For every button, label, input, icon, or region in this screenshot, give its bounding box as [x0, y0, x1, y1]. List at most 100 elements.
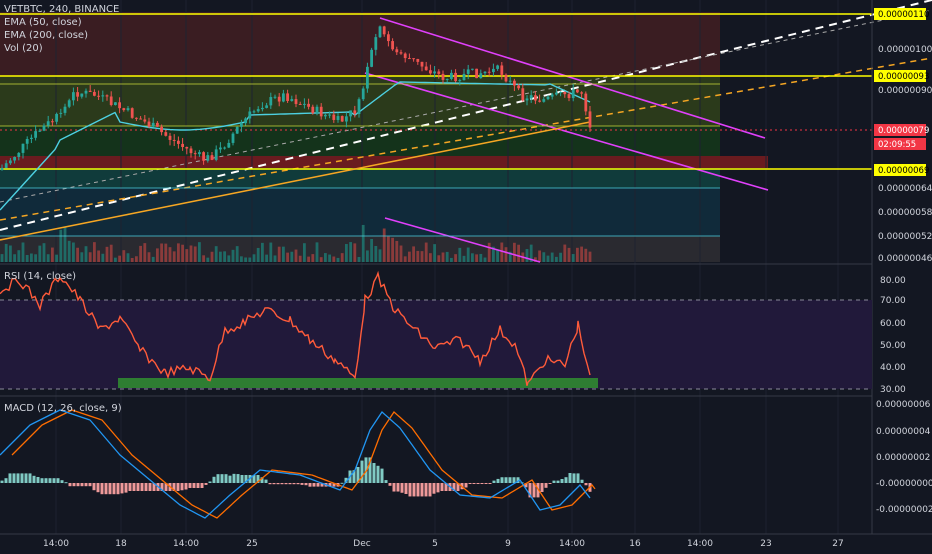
price-tag-label: 0.00000069 — [878, 166, 929, 176]
macd-hist-bar — [20, 473, 24, 483]
candle-body — [328, 114, 331, 116]
volume-bar — [408, 251, 411, 262]
candle-body — [147, 121, 151, 127]
macd-hist-bar — [192, 483, 196, 488]
volume-bar — [462, 255, 466, 262]
x-tick-label: 14:00 — [687, 539, 713, 549]
macd-hist-bar — [288, 483, 292, 485]
volume-bar — [34, 254, 37, 262]
volume-bar — [231, 249, 235, 262]
x-tick-label: 14:00 — [173, 539, 199, 549]
volume-bar — [80, 252, 84, 262]
macd-hist-bar — [232, 473, 236, 483]
volume-bar — [580, 246, 583, 262]
macd-hist-bar — [316, 483, 320, 487]
rsi-tick-label: 50.00 — [880, 341, 906, 351]
x-tick-label: 5 — [432, 539, 438, 549]
volume-bar — [340, 253, 344, 262]
orange-dashed-trendline — [0, 57, 932, 221]
candle-body — [25, 139, 29, 144]
volume-bar — [265, 254, 268, 262]
candle-body — [521, 88, 525, 101]
candle-body — [504, 74, 508, 82]
volume-bar — [55, 254, 58, 262]
candle-body — [315, 106, 319, 114]
candle-body — [487, 71, 491, 73]
candle-body — [202, 152, 205, 161]
candle-body — [231, 133, 235, 143]
candle-body — [517, 85, 520, 89]
candle-body — [76, 92, 79, 97]
candle-body — [42, 125, 46, 131]
macd-hist-bar — [480, 483, 484, 484]
macd-hist-bar — [304, 483, 308, 486]
macd-hist-bar — [212, 476, 216, 483]
price-tags: 0.00000110 0.00000093 0.00000079 02:09:55 0.… — [874, 8, 929, 176]
price-tag — [874, 164, 926, 176]
price-tag-label: 0.00000110 — [878, 10, 929, 20]
macd-tick-label: 0.00000002 — [876, 453, 930, 463]
volume-bar — [345, 244, 348, 262]
macd-hist-bar — [384, 480, 388, 483]
candle-body — [353, 110, 357, 114]
zones — [0, 12, 768, 262]
volume-bar — [555, 256, 558, 262]
volume-bar — [492, 246, 495, 262]
macd-hist-bar — [576, 473, 580, 483]
candle-body — [9, 160, 12, 164]
macd-hist-bar — [44, 478, 48, 483]
volume-bar — [198, 242, 201, 262]
volume-bar — [513, 242, 516, 262]
macd-hist-bar — [504, 477, 508, 483]
macd-hist-bar — [16, 473, 20, 483]
candle-body — [93, 91, 96, 96]
volume-bar — [328, 254, 331, 262]
macd-hist-bar — [72, 483, 76, 487]
macd-hist-bar — [88, 483, 92, 487]
ema200-line — [0, 121, 591, 241]
volume-bar — [466, 247, 470, 262]
macd-hist-bar — [544, 483, 548, 488]
volume-bar — [450, 257, 453, 262]
volume-bar — [214, 246, 218, 262]
candle-body — [214, 149, 218, 160]
macd-hist-bar — [444, 483, 448, 491]
volume-bar — [525, 249, 529, 262]
macd-hist-bar — [224, 474, 228, 483]
macd-hist-bar — [216, 474, 220, 483]
rsi-title: RSI (14, close) — [4, 271, 76, 282]
volume-bar — [471, 253, 474, 262]
candle-body — [555, 92, 558, 95]
volume-bar — [126, 253, 130, 262]
price-tag-label: 02:09:55 — [878, 140, 916, 150]
macd-hist-bar — [404, 483, 408, 494]
volume-bar — [382, 228, 386, 262]
candle-body — [324, 114, 327, 117]
candle-body — [130, 108, 134, 118]
candle-body — [445, 78, 449, 80]
macd-hist-bar — [240, 475, 244, 483]
y-tick-label: 0.00000100 — [878, 45, 932, 55]
volume-bar — [42, 243, 46, 262]
candle-body — [160, 126, 163, 133]
candle-body — [303, 103, 306, 105]
macd-hist-bar — [540, 483, 544, 492]
volume-bar — [130, 257, 134, 262]
candle-body — [269, 97, 273, 106]
macd-hist-bar — [364, 457, 368, 483]
volume-bar — [311, 254, 315, 262]
volume-bar — [487, 242, 491, 262]
volume-bar — [256, 247, 260, 262]
macd-hist-bar — [104, 483, 108, 495]
rsi-tick-label: 70.00 — [880, 296, 906, 306]
macd-hist-bar — [452, 483, 456, 491]
candle-body — [38, 130, 42, 132]
volume-bar — [185, 249, 189, 262]
macd-hist-bar — [528, 483, 532, 498]
volume-bar — [9, 245, 12, 262]
candle-body — [206, 155, 210, 161]
macd-hist-bar — [8, 473, 12, 483]
y-tick-label: 0.00000058 — [878, 208, 932, 218]
volume-bar — [546, 255, 550, 262]
